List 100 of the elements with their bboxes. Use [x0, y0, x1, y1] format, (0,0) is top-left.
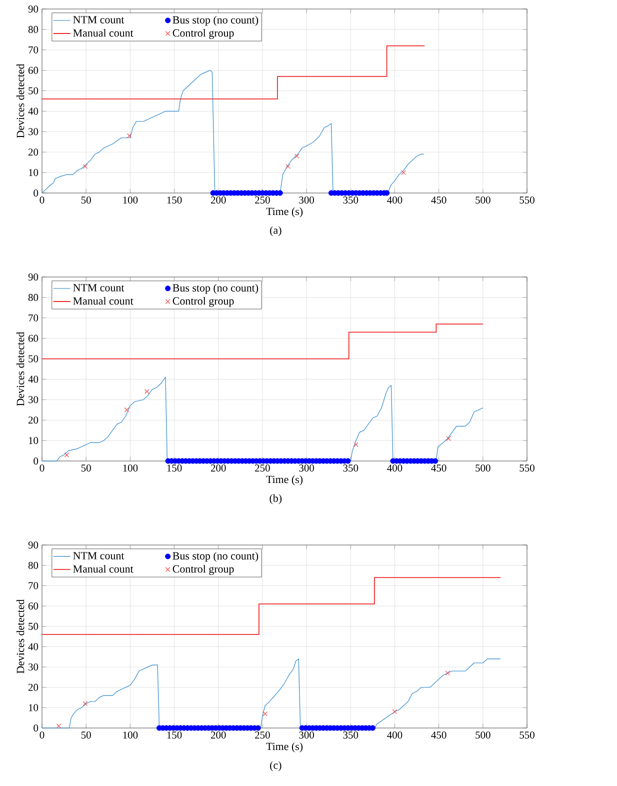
x-tick-label: 450 [431, 464, 446, 472]
text: (a) [270, 226, 282, 236]
x-tick-label: 0 [40, 464, 44, 472]
y-tick-label: 0 [34, 724, 38, 732]
legend-label: Manual count [73, 296, 134, 305]
y-tick-label: 80 [28, 562, 38, 569]
point [445, 670, 450, 676]
y-tick-label: 50 [28, 622, 38, 630]
x-tick-label: 300 [299, 732, 314, 739]
y-axis-title: Devices detected [16, 64, 24, 138]
point [294, 154, 300, 159]
y-axis-title: Devices detected [16, 332, 24, 406]
x-tick-label: 0 [40, 732, 44, 739]
y-tick-label: 90 [28, 5, 38, 13]
x-tick-label: 400 [387, 196, 402, 204]
y-tick-label: 40 [28, 643, 38, 650]
x-tick-label: 100 [123, 732, 138, 739]
y-axis-title: Devices detected [16, 599, 24, 674]
point [392, 709, 398, 714]
legend-label: Control group [172, 296, 234, 307]
legend-label: Bus stop (no count) [172, 284, 258, 294]
x-tick-label: 350 [343, 196, 358, 204]
y-tick-label: 10 [28, 704, 38, 712]
y-tick-label: 60 [28, 334, 38, 342]
x-tick-label: 400 [387, 464, 402, 472]
y-tick-label: 10 [28, 169, 38, 176]
legend-label: Bus stop (no count) [172, 552, 258, 562]
legend-label: Control group [172, 28, 234, 39]
x-tick-label: 550 [520, 196, 534, 204]
x-tick-label: 450 [431, 732, 446, 739]
x-tick-label: 350 [343, 732, 358, 739]
point [64, 452, 70, 458]
x-tick-label: 100 [123, 196, 138, 204]
y-tick-label: 70 [28, 582, 38, 590]
y-tick-label: 0 [34, 457, 38, 465]
y-tick-label: 90 [28, 273, 38, 281]
y-tick-label: 20 [28, 148, 38, 156]
legend-label: NTM count [73, 552, 124, 560]
legend-label: Bus stop (no count) [172, 16, 258, 26]
x-tick-label: 350 [343, 464, 358, 472]
y-tick-label: 60 [28, 602, 38, 610]
x-tick-label: 50 [81, 464, 91, 472]
point [401, 170, 406, 175]
text: (b) [270, 494, 282, 504]
x-tick-label: 250 [255, 464, 270, 472]
y-tick-label: 90 [28, 541, 38, 549]
x-tick-label: 500 [476, 196, 490, 204]
x-tick-label: 450 [431, 196, 446, 204]
point [126, 133, 132, 138]
x-tick-label: 550 [520, 464, 534, 472]
x-tick-label: 200 [210, 464, 226, 472]
x-tick-label: 300 [299, 196, 314, 204]
x-axis-title: Time (s) [266, 742, 303, 752]
y-tick-label: 20 [28, 416, 38, 424]
x-tick-label: 200 [210, 196, 226, 204]
y-tick-label: 20 [28, 684, 38, 691]
x-tick-label: 550 [520, 732, 534, 739]
point [82, 701, 88, 706]
x-tick-label: 500 [476, 732, 490, 739]
point [286, 164, 290, 169]
x-tick-label: 250 [255, 196, 270, 204]
legend-label: Control group [172, 564, 234, 575]
y-tick-label: 60 [28, 66, 38, 74]
y-tick-label: 0 [34, 189, 38, 197]
x-tick-label: 100 [123, 464, 138, 472]
y-tick-label: 40 [28, 108, 38, 115]
text: (c) [270, 761, 282, 772]
x-tick-label: 0 [40, 196, 44, 204]
x-tick-label: 300 [299, 464, 314, 472]
point [354, 442, 358, 448]
y-tick-label: 30 [28, 396, 38, 404]
y-tick-label: 30 [28, 663, 38, 671]
y-tick-label: 50 [28, 87, 38, 94]
y-tick-label: 70 [28, 46, 38, 54]
x-axis-title: Time (s) [266, 475, 303, 486]
y-tick-label: 80 [28, 294, 38, 301]
x-tick-label: 500 [476, 464, 490, 472]
x-axis-title: Time (s) [266, 207, 303, 218]
y-tick-label: 40 [28, 376, 38, 383]
point [82, 164, 88, 169]
x-tick-label: 50 [81, 732, 91, 739]
point [56, 724, 62, 728]
y-tick-label: 30 [28, 128, 38, 136]
legend-label: Manual count [73, 564, 134, 573]
point [144, 389, 150, 394]
point [262, 711, 268, 716]
y-tick-label: 80 [28, 26, 38, 33]
legend-label: Manual count [73, 28, 134, 37]
x-tick-label: 50 [81, 196, 91, 204]
x-tick-label: 150 [167, 732, 182, 739]
y-tick-label: 10 [28, 437, 38, 444]
y-tick-label: 50 [28, 355, 38, 362]
point [124, 407, 130, 412]
x-tick-label: 250 [255, 732, 270, 739]
y-tick-label: 70 [28, 314, 38, 322]
legend-label: NTM count [73, 16, 124, 24]
x-tick-label: 400 [387, 732, 402, 739]
x-tick-label: 150 [167, 196, 182, 204]
point [446, 436, 451, 441]
x-tick-label: 200 [210, 732, 226, 739]
